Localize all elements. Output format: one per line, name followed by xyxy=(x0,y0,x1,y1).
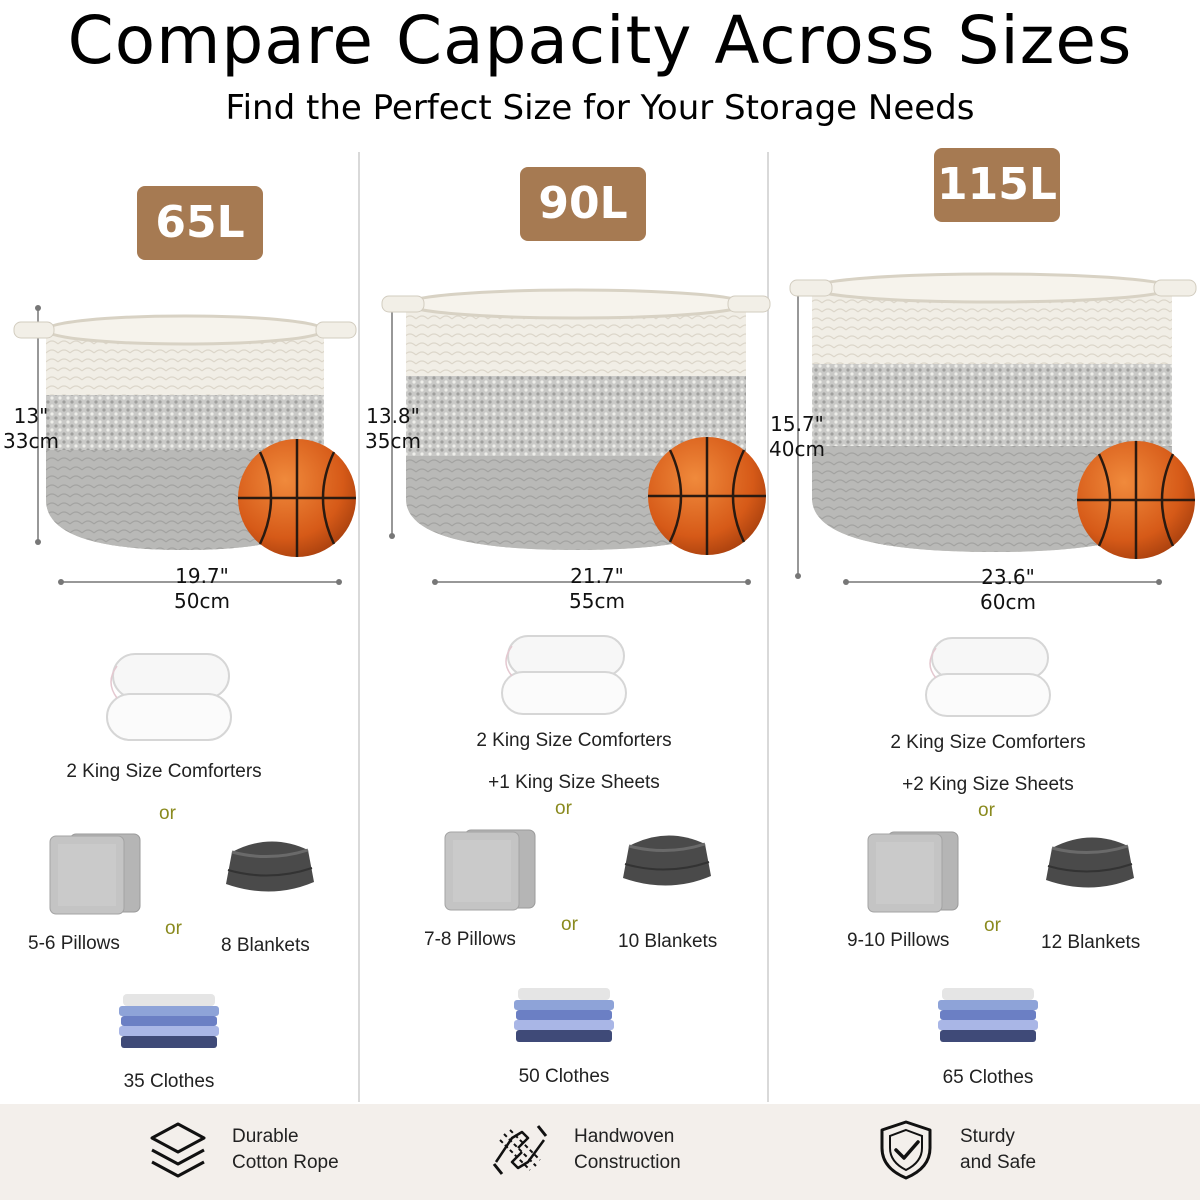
hands-icon xyxy=(492,1125,548,1175)
clothes-label: 35 Clothes xyxy=(123,1071,215,1092)
clothes-icon xyxy=(119,994,219,1048)
page-subtitle: Find the Perfect Size for Your Storage N… xyxy=(225,88,975,128)
or-label: or xyxy=(555,798,572,819)
basket-image-90l xyxy=(381,288,771,555)
feature-line1: Handwoven xyxy=(574,1126,675,1147)
column-divider xyxy=(358,152,360,1102)
page-title: Compare Capacity Across Sizes xyxy=(67,2,1133,79)
blankets-label: 10 Blankets xyxy=(618,931,718,952)
blanket-icon xyxy=(226,841,314,892)
height-dimension: 13" 33cm xyxy=(3,404,59,453)
pillows-label: 9-10 Pillows xyxy=(847,930,950,951)
pillow-icon xyxy=(867,831,959,913)
capacity-badge: 65L xyxy=(137,186,263,260)
basketball-icon xyxy=(238,439,356,557)
feature-line1: Durable xyxy=(232,1126,299,1147)
clothes-icon xyxy=(938,988,1038,1042)
clothes-label: 65 Clothes xyxy=(942,1067,1034,1088)
basket-image-115l xyxy=(789,272,1197,579)
comforters-label: 2 King Size Comforters xyxy=(476,730,672,751)
sheets-label: +1 King Size Sheets xyxy=(488,772,660,793)
or-label: or xyxy=(561,914,578,935)
width-dimension: 19.7" 50cm xyxy=(174,564,230,613)
blankets-label: 12 Blankets xyxy=(1041,932,1141,953)
comforters-label: 2 King Size Comforters xyxy=(890,732,1086,753)
comforters-label: 2 King Size Comforters xyxy=(66,761,262,782)
or-label: or xyxy=(159,803,176,824)
column-divider xyxy=(767,152,769,1102)
clothes-label: 50 Clothes xyxy=(518,1066,610,1087)
comforter-icon xyxy=(925,637,1051,717)
height-dimension: 15.7" 40cm xyxy=(769,412,825,461)
sheets-label: +2 King Size Sheets xyxy=(902,774,1074,795)
comforter-icon xyxy=(501,635,627,715)
blanket-icon xyxy=(623,835,711,886)
feature-line2: and Safe xyxy=(960,1152,1037,1173)
basket-image-65l xyxy=(13,305,357,557)
feature-line1: Sturdy xyxy=(960,1126,1015,1147)
or-label: or xyxy=(984,915,1001,936)
blankets-label: 8 Blankets xyxy=(221,935,310,956)
feature-sturdy: Sturdy and Safe xyxy=(874,1118,1036,1182)
feature-line2: Construction xyxy=(574,1152,681,1173)
blanket-icon xyxy=(1046,837,1134,888)
or-label: or xyxy=(978,800,995,821)
pillows-label: 5-6 Pillows xyxy=(28,933,120,954)
pillow-icon xyxy=(49,833,141,915)
capacity-badge: 115L xyxy=(934,148,1060,222)
pillows-label: 7-8 Pillows xyxy=(424,929,516,950)
shield-check-icon xyxy=(880,1120,932,1180)
width-line xyxy=(58,579,342,585)
width-line xyxy=(432,579,751,585)
layers-icon xyxy=(150,1122,206,1178)
basketball-icon xyxy=(1077,441,1195,559)
capacity-badge: 90L xyxy=(520,167,646,241)
comforter-icon xyxy=(106,653,232,741)
basketball-icon xyxy=(648,437,766,555)
height-dimension: 13.8" 35cm xyxy=(365,404,421,453)
feature-handwoven: Handwoven Construction xyxy=(488,1118,681,1182)
or-label: or xyxy=(165,918,182,939)
pillow-icon xyxy=(444,829,536,911)
width-dimension: 23.6" 60cm xyxy=(980,565,1036,614)
clothes-icon xyxy=(514,988,614,1042)
feature-durable: Durable Cotton Rope xyxy=(146,1118,339,1182)
width-dimension: 21.7" 55cm xyxy=(569,564,625,613)
width-line xyxy=(843,579,1162,585)
feature-line2: Cotton Rope xyxy=(232,1152,339,1173)
